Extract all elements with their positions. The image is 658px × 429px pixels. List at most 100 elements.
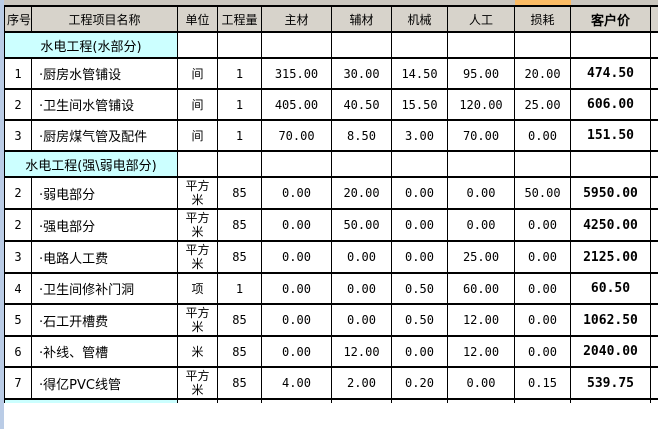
quantity-cell[interactable]: 1 — [217, 272, 262, 305]
labor-cell[interactable]: 0.00 — [447, 176, 515, 210]
aux-material-cell[interactable]: 8.50 — [331, 119, 392, 152]
quantity-cell[interactable]: 85 — [217, 366, 262, 400]
row-no-cell[interactable]: 7 — [4, 366, 32, 400]
labor-cell[interactable]: 25.00 — [447, 240, 515, 274]
machinery-cell[interactable]: 15.50 — [391, 88, 448, 121]
aux-material-cell[interactable]: 12.00 — [331, 335, 392, 368]
machinery-cell[interactable]: 3.00 — [391, 119, 448, 152]
labor-cell[interactable]: 70.00 — [447, 119, 515, 152]
machinery-cell[interactable]: 0.00 — [391, 335, 448, 368]
labor-cell[interactable]: 12.00 — [447, 303, 515, 337]
quantity-cell[interactable]: 85 — [217, 335, 262, 368]
empty-cell[interactable] — [217, 150, 262, 178]
loss-cell[interactable]: 25.00 — [514, 88, 571, 121]
column-header-loss[interactable]: 损耗 — [514, 5, 571, 33]
empty-cell[interactable] — [514, 398, 571, 403]
column-header-aux-material[interactable]: 辅材 — [331, 5, 392, 33]
loss-cell[interactable]: 0.00 — [514, 208, 571, 242]
item-name-cell[interactable]: ·得亿PVC线管 — [31, 366, 178, 400]
empty-cell[interactable] — [447, 150, 515, 178]
unit-cell[interactable]: 间 — [177, 57, 218, 90]
aux-material-cell[interactable]: 0.00 — [331, 272, 392, 305]
row-no-cell[interactable]: 1 — [4, 57, 32, 90]
aux-material-cell[interactable]: 50.00 — [331, 208, 392, 242]
customer-price-cell[interactable]: 5950.00 — [570, 176, 651, 210]
empty-cell[interactable] — [331, 150, 392, 178]
machinery-cell[interactable]: 0.00 — [391, 176, 448, 210]
unit-cell[interactable]: 平方米 — [177, 208, 218, 242]
empty-cell[interactable] — [391, 150, 448, 178]
empty-cell[interactable] — [514, 150, 571, 178]
empty-cell[interactable] — [447, 31, 515, 59]
empty-cell[interactable] — [514, 31, 571, 59]
loss-cell[interactable]: 0.00 — [514, 240, 571, 274]
column-header-unit[interactable]: 单位 — [177, 5, 218, 33]
empty-cell[interactable] — [391, 398, 448, 403]
empty-cell[interactable] — [570, 31, 651, 59]
item-name-cell[interactable]: ·电路人工费 — [31, 240, 178, 274]
loss-cell[interactable]: 0.00 — [514, 335, 571, 368]
empty-cell[interactable] — [261, 31, 332, 59]
unit-cell[interactable]: 间 — [177, 88, 218, 121]
column-header-serial[interactable]: 序号 — [4, 5, 32, 33]
column-header-labor[interactable]: 人工 — [447, 5, 515, 33]
customer-price-cell[interactable]: 60.50 — [570, 272, 651, 305]
item-name-cell[interactable]: ·石工开槽费 — [31, 303, 178, 337]
aux-material-cell[interactable]: 20.00 — [331, 176, 392, 210]
column-header-main-material[interactable]: 主材 — [261, 5, 332, 33]
column-header-machinery[interactable]: 机械 — [391, 5, 448, 33]
row-no-cell[interactable]: 3 — [4, 240, 32, 274]
item-name-cell[interactable]: ·补线、管槽 — [31, 335, 178, 368]
customer-price-cell[interactable]: 606.00 — [570, 88, 651, 121]
empty-cell[interactable] — [177, 398, 218, 403]
labor-cell[interactable]: 0.00 — [447, 366, 515, 400]
empty-cell[interactable] — [261, 398, 332, 403]
machinery-cell[interactable]: 0.20 — [391, 366, 448, 400]
item-name-cell[interactable]: ·厨房煤气管及配件 — [31, 119, 178, 152]
item-name-cell[interactable]: ·卫生间水管铺设 — [31, 88, 178, 121]
loss-cell[interactable]: 50.00 — [514, 176, 571, 210]
row-no-cell[interactable]: 3 — [4, 119, 32, 152]
machinery-cell[interactable]: 0.00 — [391, 240, 448, 274]
machinery-cell[interactable]: 0.00 — [391, 208, 448, 242]
customer-price-cell[interactable]: 2040.00 — [570, 335, 651, 368]
section-header-cell[interactable] — [4, 398, 178, 403]
aux-material-cell[interactable]: 40.50 — [331, 88, 392, 121]
loss-cell[interactable]: 0.15 — [514, 366, 571, 400]
quantity-cell[interactable]: 85 — [217, 240, 262, 274]
row-no-cell[interactable]: 2 — [4, 176, 32, 210]
main-material-cell[interactable]: 0.00 — [261, 208, 332, 242]
row-no-cell[interactable]: 5 — [4, 303, 32, 337]
loss-cell[interactable]: 20.00 — [514, 57, 571, 90]
empty-cell[interactable] — [331, 398, 392, 403]
empty-cell[interactable] — [391, 31, 448, 59]
unit-cell[interactable]: 平方米 — [177, 366, 218, 400]
quantity-cell[interactable]: 1 — [217, 57, 262, 90]
unit-cell[interactable]: 平方米 — [177, 303, 218, 337]
item-name-cell[interactable]: ·弱电部分 — [31, 176, 178, 210]
main-material-cell[interactable]: 70.00 — [261, 119, 332, 152]
empty-cell[interactable] — [570, 398, 651, 403]
labor-cell[interactable]: 60.00 — [447, 272, 515, 305]
empty-cell[interactable] — [261, 150, 332, 178]
machinery-cell[interactable]: 14.50 — [391, 57, 448, 90]
quantity-cell[interactable]: 85 — [217, 303, 262, 337]
labor-cell[interactable]: 12.00 — [447, 335, 515, 368]
loss-cell[interactable]: 0.00 — [514, 119, 571, 152]
row-no-cell[interactable]: 6 — [4, 335, 32, 368]
row-no-cell[interactable]: 2 — [4, 88, 32, 121]
empty-cell[interactable] — [331, 31, 392, 59]
quantity-cell[interactable]: 85 — [217, 208, 262, 242]
empty-cell[interactable] — [447, 398, 515, 403]
unit-cell[interactable]: 平方米 — [177, 176, 218, 210]
quantity-cell[interactable]: 85 — [217, 176, 262, 210]
customer-price-cell[interactable]: 539.75 — [570, 366, 651, 400]
machinery-cell[interactable]: 0.50 — [391, 272, 448, 305]
section-header-cell[interactable]: 水电工程(强\弱电部分) — [4, 150, 178, 178]
unit-cell[interactable]: 项 — [177, 272, 218, 305]
customer-price-cell[interactable]: 4250.00 — [570, 208, 651, 242]
column-header-item-name[interactable]: 工程项目名称 — [31, 5, 178, 33]
unit-cell[interactable]: 间 — [177, 119, 218, 152]
main-material-cell[interactable]: 315.00 — [261, 57, 332, 90]
row-no-cell[interactable]: 4 — [4, 272, 32, 305]
